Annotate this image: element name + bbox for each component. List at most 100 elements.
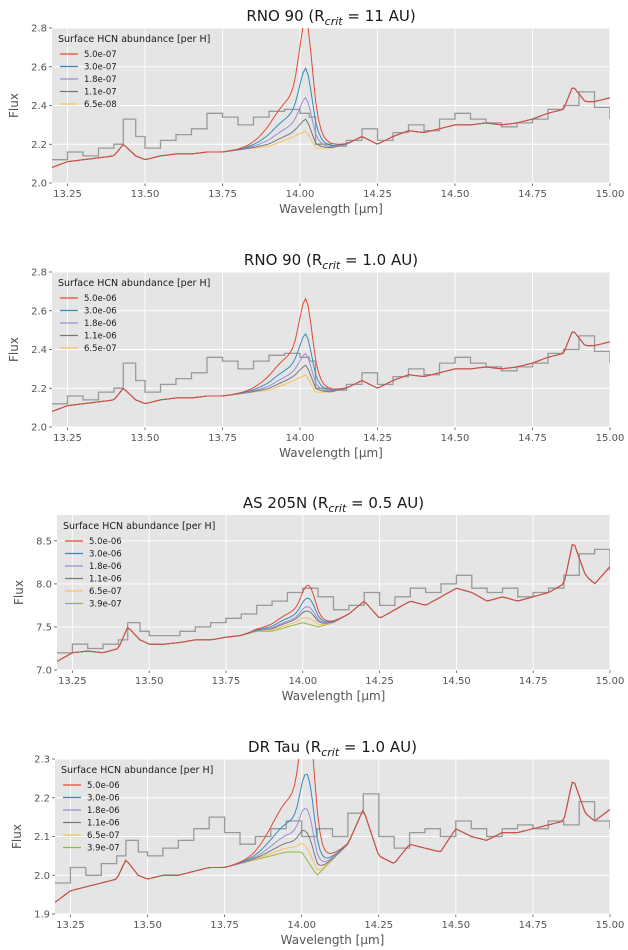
legend-label: 3.0e-06 bbox=[84, 307, 117, 317]
y-tick-label: 7.5 bbox=[36, 622, 52, 633]
plot-area bbox=[57, 515, 610, 670]
legend-label: 5.0e-06 bbox=[89, 537, 122, 547]
y-tick-label: 2.2 bbox=[34, 793, 50, 804]
x-tick-label: 14.50 bbox=[441, 189, 470, 200]
y-axis-label: Flux bbox=[12, 580, 26, 605]
legend-label: 5.0e-06 bbox=[84, 294, 117, 304]
y-tick-label: 2.3 bbox=[34, 755, 50, 766]
legend-label: 1.8e-07 bbox=[84, 75, 117, 85]
x-tick-label: 13.50 bbox=[131, 189, 160, 200]
panel-2: 13.25 13.50 13.75 14.00 14.25 14.50 14.75 15.00… bbox=[7, 251, 624, 460]
x-tick-label: 14.00 bbox=[286, 189, 315, 200]
chart-title: DR Tau (Rcrit = 1.0 AU) bbox=[248, 738, 417, 759]
y-tick-label: 2.2 bbox=[31, 384, 47, 395]
legend-label: 1.1e-06 bbox=[87, 819, 120, 829]
x-tick-label: 13.50 bbox=[133, 920, 162, 931]
chart-title: RNO 90 (Rcrit = 1.0 AU) bbox=[244, 251, 418, 272]
x-tick-label: 14.50 bbox=[442, 920, 471, 931]
x-tick-label: 13.75 bbox=[208, 189, 237, 200]
y-tick-label: 2.8 bbox=[31, 24, 47, 35]
x-tick-label: 13.75 bbox=[210, 920, 239, 931]
legend-label: 1.8e-06 bbox=[84, 319, 117, 329]
legend-title: Surface HCN abundance [per H] bbox=[61, 765, 213, 776]
series-line-5.0e-07 bbox=[52, 28, 610, 168]
legend-label: 1.1e-06 bbox=[89, 575, 122, 585]
legend-label: 6.5e-07 bbox=[89, 587, 122, 597]
series-line-5.0e-06 bbox=[57, 544, 610, 662]
x-tick-label: 15.00 bbox=[596, 676, 625, 687]
x-tick-label: 13.75 bbox=[212, 676, 241, 687]
y-tick-label: 2.4 bbox=[31, 345, 47, 356]
chart-title: RNO 90 (Rcrit = 11 AU) bbox=[246, 7, 415, 28]
legend-label: 3.0e-07 bbox=[84, 63, 117, 73]
x-tick-label: 14.25 bbox=[365, 676, 394, 687]
y-tick-label: 8.0 bbox=[36, 579, 52, 590]
x-tick-label: 15.00 bbox=[596, 433, 625, 444]
x-tick-label: 15.00 bbox=[596, 920, 625, 931]
plot-lines bbox=[52, 297, 610, 412]
x-axis-label: Wavelength [μm] bbox=[279, 202, 383, 216]
panel-4: 13.25 13.50 13.75 14.00 14.25 14.50 14.75 15.00… bbox=[10, 738, 625, 947]
x-axis-label: Wavelength [μm] bbox=[279, 446, 383, 460]
y-tick-label: 2.4 bbox=[31, 101, 47, 112]
x-tick-label: 14.25 bbox=[363, 433, 392, 444]
legend-title: Surface HCN abundance [per H] bbox=[58, 278, 210, 289]
legend-label: 3.9e-07 bbox=[87, 844, 120, 854]
legend-label: 1.1e-07 bbox=[84, 88, 117, 98]
legend-label: 1.8e-06 bbox=[89, 562, 122, 572]
observed-spectrum-line bbox=[55, 793, 610, 884]
plot-lines bbox=[52, 28, 610, 168]
y-tick-label: 2.6 bbox=[31, 306, 47, 317]
x-tick-label: 14.50 bbox=[441, 433, 470, 444]
x-tick-label: 14.00 bbox=[286, 433, 315, 444]
x-tick-label: 13.25 bbox=[53, 189, 82, 200]
x-axis-label: Wavelength [μm] bbox=[282, 689, 386, 703]
x-tick-label: 14.00 bbox=[288, 676, 317, 687]
y-tick-label: 2.0 bbox=[31, 423, 47, 434]
x-tick-label: 13.75 bbox=[208, 433, 237, 444]
x-tick-label: 13.25 bbox=[56, 920, 85, 931]
y-axis-label: Flux bbox=[7, 337, 21, 362]
legend-label: 3.9e-07 bbox=[89, 600, 122, 610]
x-tick-label: 14.75 bbox=[518, 189, 547, 200]
legend-label: 5.0e-07 bbox=[84, 50, 117, 60]
y-tick-label: 1.9 bbox=[34, 910, 50, 921]
y-tick-label: 7.0 bbox=[36, 666, 52, 677]
x-axis-label: Wavelength [μm] bbox=[281, 933, 385, 947]
legend-label: 1.1e-06 bbox=[84, 332, 117, 342]
y-tick-label: 2.2 bbox=[31, 140, 47, 151]
y-tick-label: 2.6 bbox=[31, 62, 47, 73]
x-tick-label: 14.75 bbox=[519, 920, 548, 931]
x-tick-label: 14.75 bbox=[519, 676, 548, 687]
y-tick-label: 2.0 bbox=[31, 179, 47, 190]
panel-1: 13.25 13.50 13.75 14.00 14.25 14.50 14.75 15.00… bbox=[7, 7, 624, 216]
y-axis-label: Flux bbox=[10, 824, 24, 849]
legend-label: 5.0e-06 bbox=[87, 781, 120, 791]
y-tick-label: 2.1 bbox=[34, 832, 50, 843]
y-axis-label: Flux bbox=[7, 93, 21, 118]
chart-title: AS 205N (Rcrit = 0.5 AU) bbox=[243, 494, 424, 515]
legend-title: Surface HCN abundance [per H] bbox=[58, 34, 210, 45]
series-line-5.0e-06 bbox=[52, 297, 610, 412]
series-line-5.0e-06 bbox=[55, 759, 610, 903]
x-tick-label: 14.75 bbox=[518, 433, 547, 444]
x-tick-label: 14.25 bbox=[364, 920, 393, 931]
legend-label: 1.8e-06 bbox=[87, 806, 120, 816]
legend-label: 6.5e-07 bbox=[84, 344, 117, 354]
observed-spectrum-line bbox=[52, 91, 610, 161]
observed-spectrum-line bbox=[57, 548, 610, 654]
legend-title: Surface HCN abundance [per H] bbox=[63, 521, 215, 532]
legend-label: 3.0e-06 bbox=[87, 794, 120, 804]
x-tick-label: 13.50 bbox=[131, 433, 160, 444]
y-tick-label: 2.8 bbox=[31, 268, 47, 279]
x-tick-label: 13.50 bbox=[135, 676, 164, 687]
x-tick-label: 14.25 bbox=[363, 189, 392, 200]
legend-label: 6.5e-08 bbox=[84, 100, 117, 110]
x-tick-label: 14.00 bbox=[287, 920, 316, 931]
x-tick-label: 13.25 bbox=[58, 676, 87, 687]
plot-lines bbox=[55, 759, 610, 903]
legend-label: 3.0e-06 bbox=[89, 550, 122, 560]
plot-lines bbox=[57, 544, 610, 662]
x-tick-label: 15.00 bbox=[596, 189, 625, 200]
